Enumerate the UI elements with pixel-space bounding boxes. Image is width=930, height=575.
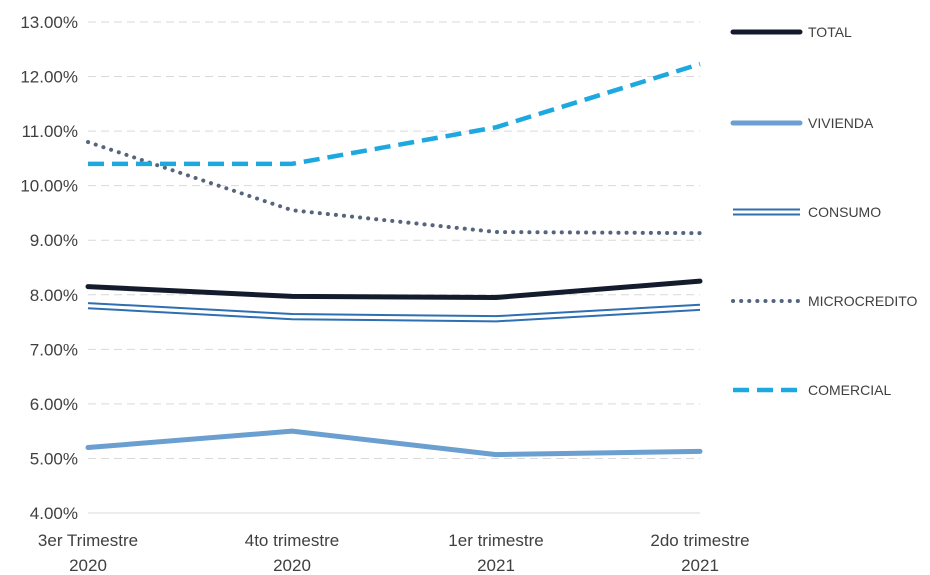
x-tick-label-line: 1er trimestre: [448, 531, 543, 550]
x-tick-label: 3er Trimestre 2020: [38, 531, 138, 575]
legend-label: VIVIENDA: [808, 115, 874, 131]
y-tick-label: 9.00%: [30, 231, 78, 250]
x-tick-label: 4to trimestre 2020: [245, 531, 339, 575]
y-tick-label: 10.00%: [20, 177, 78, 196]
series-line-comercial: [88, 61, 701, 167]
y-tick-label: 7.00%: [30, 340, 78, 359]
x-axis: 3er Trimestre 2020 4to trimestre 2020 1er tr…: [38, 512, 750, 575]
legend-label: COMERCIAL: [808, 382, 891, 398]
x-tick-label: 2do trimestre 2021: [650, 531, 749, 575]
y-tick-label: 5.00%: [30, 449, 78, 468]
y-tick-label: 6.00%: [30, 395, 78, 414]
x-tick-label-line: 2021: [477, 556, 515, 575]
legend-label: CONSUMO: [808, 204, 881, 220]
series-line-vivienda: [85, 428, 703, 458]
legend-item-total: TOTAL: [730, 24, 852, 40]
legend-item-consumo: CONSUMO: [733, 204, 881, 220]
series-line-consumo: [87, 307, 701, 323]
legend-item-microcredito: MICROCREDITO: [731, 293, 918, 309]
y-axis-ticks: 4.00% 5.00% 6.00% 7.00% 8.00% 9.00% 10.00% 11.0…: [20, 13, 78, 523]
x-tick-label: 1er trimestre 2021: [448, 531, 543, 575]
x-tick-label-line: 2020: [273, 556, 311, 575]
legend-label: TOTAL: [808, 24, 852, 40]
series-line-microcredito: [86, 140, 702, 236]
x-tick-label-line: 2do trimestre: [650, 531, 749, 550]
legend: TOTAL VIVIENDA CONSUMO MICROCREDITO COMERCIA…: [730, 24, 918, 398]
gridlines: [88, 21, 700, 514]
y-tick-label: 8.00%: [30, 286, 78, 305]
x-tick-label-line: 3er Trimestre: [38, 531, 138, 550]
series-lines: [85, 61, 703, 458]
series-line-total: [85, 278, 703, 301]
series-line-consumo: [87, 302, 701, 318]
y-tick-label: 4.00%: [30, 504, 78, 523]
legend-item-comercial: COMERCIAL: [733, 382, 891, 398]
legend-item-vivienda: VIVIENDA: [730, 115, 874, 131]
x-tick-label-line: 2021: [681, 556, 719, 575]
y-tick-label: 11.00%: [22, 122, 78, 141]
legend-label: MICROCREDITO: [808, 293, 918, 309]
x-tick-label-line: 4to trimestre: [245, 531, 339, 550]
y-tick-label: 13.00%: [20, 13, 78, 32]
y-tick-label: 12.00%: [20, 68, 78, 87]
x-tick-label-line: 2020: [69, 556, 107, 575]
